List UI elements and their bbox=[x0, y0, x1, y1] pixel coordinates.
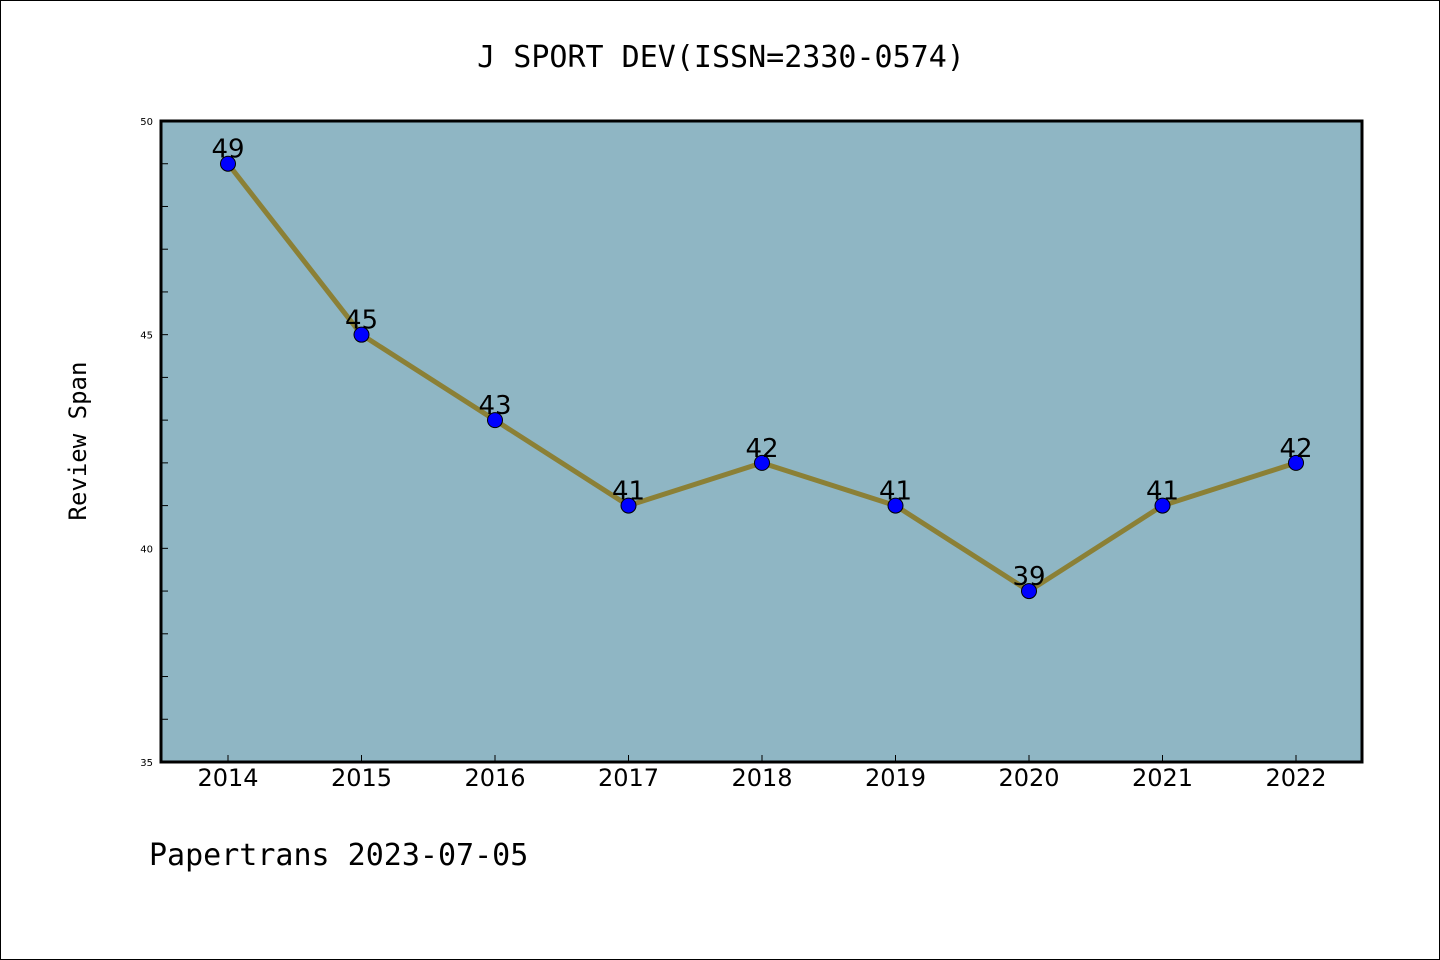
data-label: 43 bbox=[478, 391, 511, 421]
data-point bbox=[353, 326, 370, 343]
data-label: 41 bbox=[879, 477, 912, 507]
data-label: 42 bbox=[1279, 434, 1312, 464]
x-tick-label: 2022 bbox=[1265, 764, 1326, 792]
y-tick-label: 50 bbox=[140, 117, 153, 128]
data-point bbox=[887, 497, 904, 514]
data-label: 41 bbox=[1146, 477, 1179, 507]
x-tick-label: 2021 bbox=[1132, 764, 1193, 792]
x-tick-label: 2017 bbox=[598, 764, 659, 792]
data-label: 45 bbox=[345, 306, 378, 336]
x-axis: 2014 2015 2016 2017 2018 2019 2020 2021 2022 bbox=[197, 755, 1327, 792]
series-layer: 49 45 43 41 42 41 39 41 42 bbox=[211, 135, 1313, 600]
x-tick-label: 2018 bbox=[731, 764, 792, 792]
data-point bbox=[620, 497, 637, 514]
data-point bbox=[220, 155, 236, 172]
data-label: 41 bbox=[612, 477, 645, 507]
data-point bbox=[1021, 583, 1037, 600]
data-point bbox=[754, 454, 770, 471]
y-axis-label: Review Span bbox=[64, 362, 92, 521]
plot-area bbox=[159, 119, 1364, 764]
x-tick-label: 2016 bbox=[464, 764, 525, 792]
x-tick-label: 2020 bbox=[998, 764, 1059, 792]
y-tick-label: 40 bbox=[140, 544, 153, 555]
x-tick-label: 2019 bbox=[865, 764, 926, 792]
y-axis: 35 40 45 50 bbox=[140, 117, 168, 769]
x-tick-label: 2014 bbox=[197, 764, 258, 792]
data-point bbox=[487, 412, 503, 429]
x-tick-label: 2015 bbox=[331, 764, 392, 792]
chart-title: J SPORT DEV(ISSN=2330-0574) bbox=[477, 40, 965, 75]
data-label: 42 bbox=[745, 434, 778, 464]
footer-text: Papertrans 2023-07-05 bbox=[149, 838, 528, 873]
data-point bbox=[1288, 454, 1304, 471]
data-label: 39 bbox=[1012, 562, 1045, 592]
y-tick-label: 45 bbox=[140, 331, 153, 342]
data-label: 49 bbox=[211, 135, 244, 165]
data-point bbox=[1154, 497, 1171, 514]
y-tick-label: 35 bbox=[140, 758, 153, 769]
